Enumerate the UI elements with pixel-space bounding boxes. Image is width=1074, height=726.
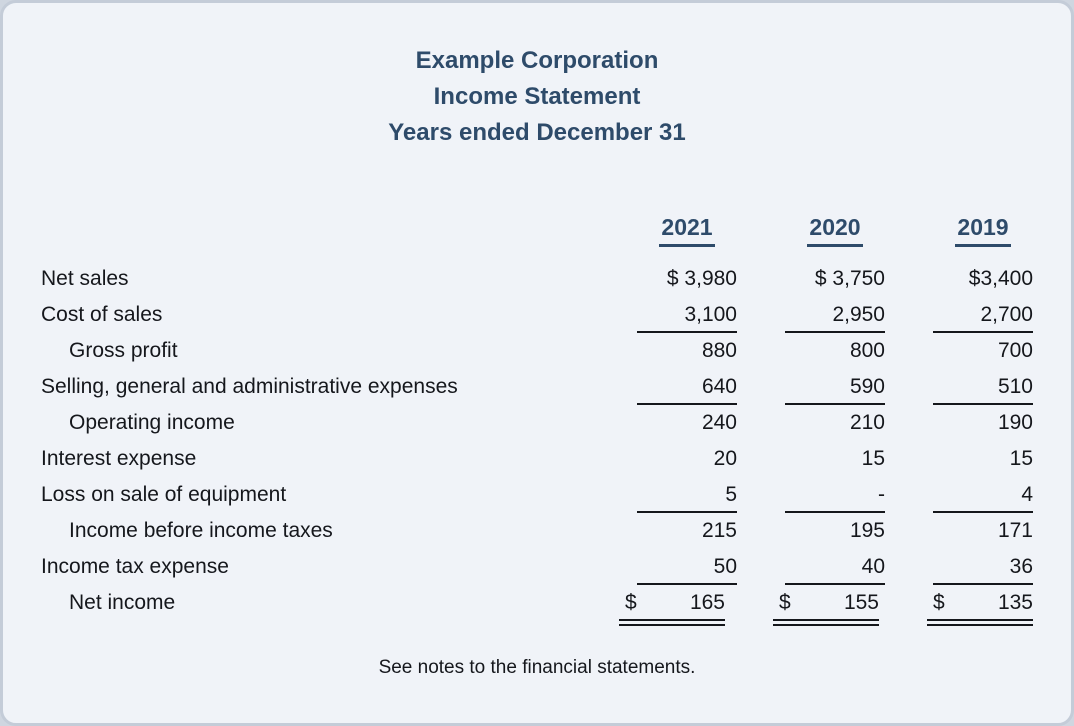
cell-2019: 4 (933, 481, 1033, 513)
cell-2020: 590 (785, 373, 885, 405)
year-header-row: 2021 2020 2019 (41, 213, 1033, 247)
cell-2020: - (785, 481, 885, 513)
dollar-sign: $ (625, 591, 637, 614)
table-row: Cost of sales 3,100 2,950 2,700 (41, 301, 1033, 337)
column-header-2021: 2021 (637, 213, 737, 247)
column-header-2019: 2019 (933, 213, 1033, 247)
statement-name: Income Statement (433, 83, 641, 110)
row-label: Interest expense (41, 447, 197, 470)
cell-2020: 2,950 (785, 301, 885, 333)
row-label: Loss on sale of equipment (41, 483, 287, 506)
cell-2021: 215 (701, 519, 737, 542)
cell-value: 135 (997, 591, 1033, 614)
cell-2019: 15 (1009, 447, 1033, 470)
cell-2021: 880 (701, 339, 737, 362)
cell-2019: $135 (927, 589, 1033, 626)
cell-2019: 190 (997, 411, 1033, 434)
statement-rows: Net sales $ 3,980 $ 3,750 $3,400 Cost of sal… (41, 265, 1033, 626)
cell-2019: 700 (997, 339, 1033, 362)
row-label: Net sales (41, 267, 129, 290)
dollar-sign: $ (779, 591, 791, 614)
table-row: Income before income taxes 215 195 171 (41, 517, 1033, 553)
cell-2021: 640 (637, 373, 737, 405)
table-row: Net sales $ 3,980 $ 3,750 $3,400 (41, 265, 1033, 301)
statement-table: 2021 2020 2019 Net sales $ 3,980 $ 3,750 $3… (41, 213, 1033, 626)
footer-note: See notes to the financial statements. (378, 657, 696, 678)
table-row: Operating income 240 210 190 (41, 409, 1033, 445)
cell-2020: 15 (861, 447, 885, 470)
statement-title: Example Corporation Income Statement Yea… (41, 43, 1033, 151)
cell-2019: 36 (933, 553, 1033, 585)
row-label: Net income (69, 591, 176, 614)
row-label: Selling, general and administrative expe… (41, 375, 458, 398)
cell-2020: $ 3,750 (814, 267, 885, 290)
table-row: Gross profit 880 800 700 (41, 337, 1033, 373)
cell-2020: $155 (773, 589, 879, 626)
cell-2019: 171 (997, 519, 1033, 542)
table-row: Income tax expense 50 40 36 (41, 553, 1033, 589)
cell-2019: 2,700 (933, 301, 1033, 333)
cell-value: 155 (843, 591, 879, 614)
cell-2020: 40 (785, 553, 885, 585)
period-line: Years ended December 31 (388, 119, 686, 146)
cell-2020: 800 (849, 339, 885, 362)
row-label: Operating income (69, 411, 235, 434)
cell-2021: 20 (713, 447, 737, 470)
company-name: Example Corporation (415, 47, 659, 74)
table-row: Net income $165 $155 $135 (41, 589, 1033, 626)
cell-2021: 3,100 (637, 301, 737, 333)
row-label: Income tax expense (41, 555, 229, 578)
table-row: Interest expense 20 15 15 (41, 445, 1033, 481)
column-header-2020: 2020 (785, 213, 885, 247)
cell-2021: 50 (637, 553, 737, 585)
cell-2021: 240 (701, 411, 737, 434)
table-row: Selling, general and administrative expe… (41, 373, 1033, 409)
row-label: Gross profit (69, 339, 178, 362)
row-label: Cost of sales (41, 303, 163, 326)
cell-2019: $3,400 (968, 267, 1033, 290)
cell-2020: 210 (849, 411, 885, 434)
cell-value: 165 (689, 591, 725, 614)
dollar-sign: $ (933, 591, 945, 614)
cell-2021: $ 3,980 (666, 267, 737, 290)
row-label: Income before income taxes (69, 519, 333, 542)
cell-2021: 5 (637, 481, 737, 513)
cell-2019: 510 (933, 373, 1033, 405)
cell-2020: 195 (849, 519, 885, 542)
table-row: Loss on sale of equipment 5 - 4 (41, 481, 1033, 517)
cell-2021: $165 (619, 589, 725, 626)
